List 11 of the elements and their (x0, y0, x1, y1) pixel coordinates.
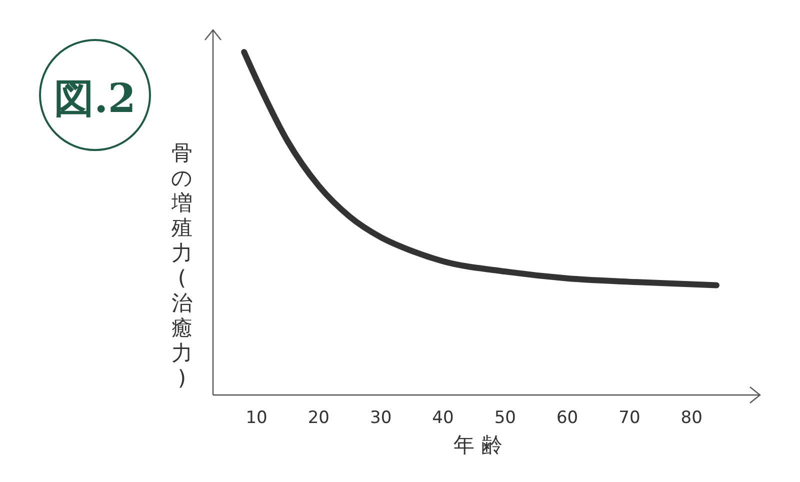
x-tick-label: 20 (308, 408, 330, 428)
x-tick-label: 60 (556, 408, 578, 428)
x-tick-label: 80 (680, 408, 702, 428)
x-tick-label: 40 (432, 408, 454, 428)
x-tick-label: 10 (246, 408, 268, 428)
x-axis-title: 年 齢 (454, 433, 502, 457)
text: 図.2 (54, 75, 136, 122)
x-tick-label: 50 (494, 408, 516, 428)
x-tick-label: 30 (370, 408, 392, 428)
text: 骨の増殖力(治癒力) (171, 141, 193, 390)
x-tick-label: 70 (618, 408, 640, 428)
